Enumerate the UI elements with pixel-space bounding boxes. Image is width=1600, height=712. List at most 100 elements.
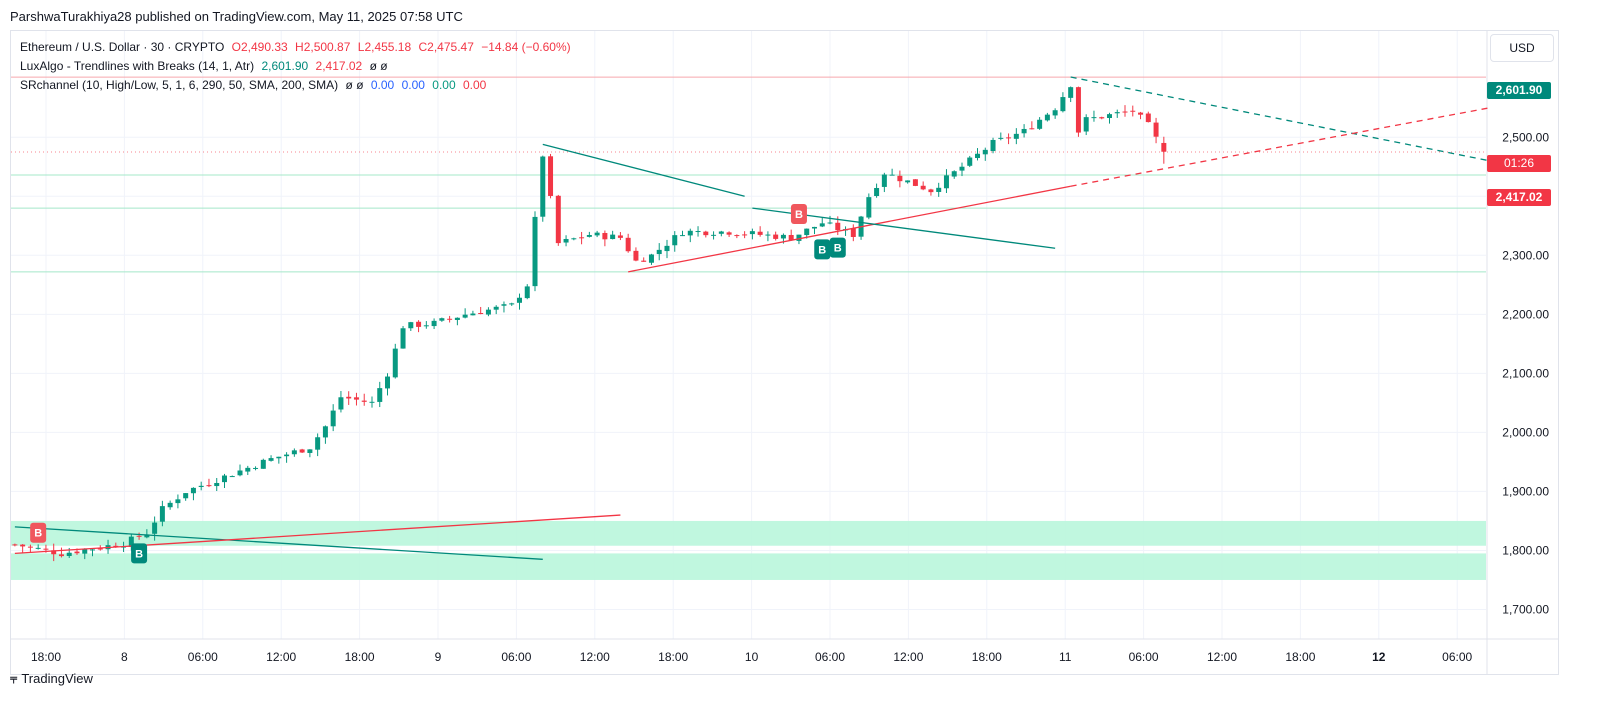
candle-body (291, 450, 297, 455)
candle-body (268, 458, 274, 461)
candle-body (276, 456, 282, 459)
candle-body (1138, 112, 1144, 115)
candle-body (392, 348, 398, 378)
x-tick-label: 8 (121, 650, 128, 664)
candle-body (780, 234, 786, 239)
y-tick-label: 2,100.00 (1502, 366, 1549, 380)
candle-body (610, 234, 616, 240)
candle-body (1083, 117, 1089, 132)
candle-body (353, 397, 359, 400)
candle-body (579, 237, 585, 239)
y-tick-label: 1,700.00 (1502, 602, 1549, 616)
candle-body (1052, 110, 1058, 116)
publish-line: ParshwaTurakhiya28 published on TradingV… (10, 9, 463, 24)
candle-body (703, 231, 709, 236)
candle-body (1021, 128, 1027, 134)
currency-button[interactable]: USD (1490, 34, 1554, 62)
candle-body (190, 487, 196, 494)
candle-body (695, 231, 701, 233)
candle-body (431, 320, 437, 327)
ohlc-high: H2,500.87 (295, 40, 351, 54)
candle-body (563, 238, 569, 243)
candle-body (967, 157, 973, 166)
indicator-empty-values: ø ø (345, 78, 364, 92)
candle-body (447, 318, 453, 320)
break-label-text: B (135, 548, 143, 560)
candle-body (1106, 114, 1112, 119)
candle-body (641, 260, 647, 262)
candle-body (571, 238, 577, 240)
candle-body (912, 179, 918, 186)
candle-body (788, 234, 794, 241)
candle-body (959, 166, 965, 171)
upper-trendline (14, 526, 543, 560)
candle-body (718, 231, 724, 234)
candle-body (687, 230, 693, 236)
indicator-value-4: 0.00 (462, 78, 487, 92)
candle-body (602, 232, 608, 240)
chart-pane[interactable]: 1,700.00 1,800.00 1,900.00 2,000.00 2,100.00… (10, 30, 1559, 675)
upper-trendline (542, 143, 745, 197)
candle-body (811, 226, 817, 229)
candle-body (1013, 133, 1019, 139)
x-tick-label: 11 (1059, 650, 1072, 664)
candle-body (1029, 128, 1035, 130)
break-label-text: B (818, 244, 826, 256)
candle-body (742, 234, 748, 236)
candle-body (175, 499, 181, 504)
candle-body (897, 175, 903, 182)
symbol-legend[interactable]: Ethereum / U.S. Dollar · 30 · CRYPTO O2,… (20, 40, 575, 54)
candle-body (726, 232, 732, 235)
candle-body (1145, 113, 1151, 123)
indicator-value-2: 0.00 (401, 78, 425, 92)
y-tick-label: 1,800.00 (1502, 543, 1549, 557)
price-tag-upper-trendline: 2,601.90 (1487, 82, 1551, 99)
candle-body (532, 216, 538, 287)
candle-body (990, 139, 996, 152)
candle-body (485, 309, 491, 315)
candle-body (322, 426, 328, 438)
candle-body (299, 449, 305, 453)
candle-body (1060, 97, 1066, 112)
candle-body (524, 286, 530, 299)
price-chart[interactable]: 1,700.00 1,800.00 1,900.00 2,000.00 2,100.00… (11, 31, 1558, 674)
x-tick-label: 12:00 (266, 650, 296, 664)
candle-body (12, 544, 18, 546)
candle-body (1044, 114, 1050, 121)
indicator-legend-srchannel[interactable]: SRchannel (10, High/Low, 5, 1, 6, 290, 5… (20, 78, 490, 92)
ohlc-open: O2,490.33 (231, 40, 288, 54)
candle-body (27, 546, 33, 548)
candle-body (765, 234, 771, 236)
x-tick-label: 9 (435, 650, 442, 664)
candle-body (672, 235, 678, 246)
candle-body (462, 314, 468, 318)
candle-body (439, 318, 445, 321)
y-tick-label: 2,300.00 (1502, 248, 1549, 262)
candle-body (478, 312, 484, 315)
candle-body (625, 237, 631, 252)
indicator-name[interactable]: LuxAlgo - Trendlines with Breaks (14, 1,… (20, 59, 255, 73)
symbol-name[interactable]: Ethereum / U.S. Dollar · 30 · CRYPTO (20, 40, 225, 54)
break-label-badge (790, 203, 807, 224)
x-tick-label: 06:00 (1442, 650, 1472, 664)
x-tick-label: 10 (745, 650, 759, 664)
candle-body (1114, 112, 1120, 114)
candle-body (20, 544, 26, 547)
indicator-value-upper: 2,601.90 (261, 59, 309, 73)
candle-body (385, 376, 391, 389)
candle-body (1037, 119, 1043, 129)
candle-body (183, 493, 189, 499)
indicator-name[interactable]: SRchannel (10, High/Low, 5, 1, 6, 290, 5… (20, 78, 339, 92)
x-tick-label: 06:00 (501, 650, 531, 664)
candle-body (889, 174, 895, 176)
candle-body (936, 187, 942, 192)
candle-body (633, 250, 639, 261)
x-tick-label: 18:00 (1285, 650, 1315, 664)
indicator-legend-trendlines[interactable]: LuxAlgo - Trendlines with Breaks (14, 1,… (20, 59, 392, 73)
candle-body (338, 397, 344, 410)
candle-body (400, 328, 406, 349)
x-tick-label: 06:00 (188, 650, 218, 664)
candle-body (749, 231, 755, 235)
candle-body (951, 171, 957, 177)
tradingview-logo[interactable]: ⫧ TradingView (10, 671, 93, 687)
